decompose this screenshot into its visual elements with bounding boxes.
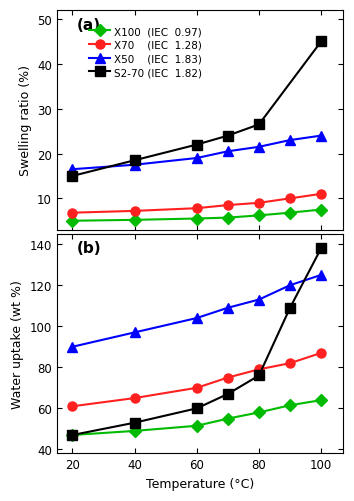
Text: (a): (a) [77, 18, 101, 33]
Y-axis label: Swelling ratio (%): Swelling ratio (%) [19, 65, 32, 176]
Legend: X100  (IEC  0.97), X70    (IEC  1.28), X50    (IEC  1.83), S2-70 (IEC  1.82): X100 (IEC 0.97), X70 (IEC 1.28), X50 (IE… [85, 23, 206, 82]
Text: (b): (b) [77, 241, 102, 256]
X-axis label: Temperature (°C): Temperature (°C) [146, 477, 254, 490]
Y-axis label: Water uptake (wt %): Water uptake (wt %) [11, 280, 24, 408]
